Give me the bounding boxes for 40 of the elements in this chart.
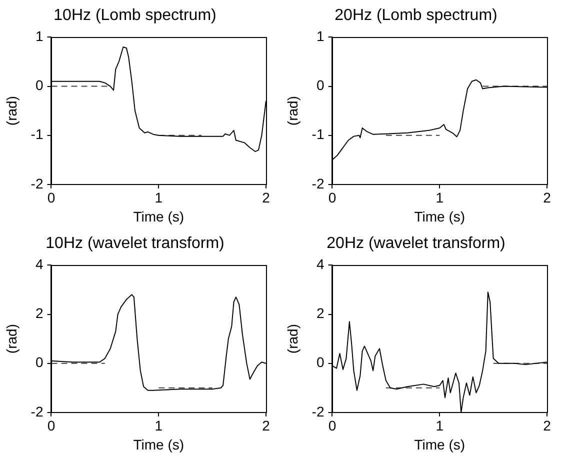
x-tick-label: 2 <box>543 190 552 206</box>
x-tick-label: 0 <box>47 418 56 434</box>
y-tick-label: -2 <box>30 175 44 192</box>
x-axis-title: Time (s) <box>414 436 466 452</box>
x-tick-label: 1 <box>436 418 444 434</box>
y-tick-label: -2 <box>30 403 44 420</box>
chart-title: 10Hz (Lomb spectrum) <box>54 7 216 24</box>
y-tick-label: 1 <box>35 28 44 44</box>
y-tick-label: 0 <box>316 77 324 94</box>
y-tick-label: -2 <box>312 403 324 420</box>
y-tick-label: 1 <box>316 28 324 44</box>
chart-title: 20Hz (Lomb spectrum) <box>334 7 498 24</box>
y-axis-title: (rad) <box>284 96 300 126</box>
x-axis-title: Time (s) <box>414 208 466 224</box>
y-axis-title: (rad) <box>3 324 20 354</box>
x-tick-label: 1 <box>154 190 163 206</box>
y-tick-label: 2 <box>316 305 324 322</box>
chart-title: 20Hz (wavelet transform) <box>326 235 506 252</box>
y-tick-label: -1 <box>30 126 44 142</box>
y-tick-label: -2 <box>312 175 324 192</box>
x-tick-label: 2 <box>543 418 552 434</box>
x-tick-label: 1 <box>154 418 163 434</box>
y-tick-label: 2 <box>35 305 44 322</box>
x-tick-label: 2 <box>262 190 270 206</box>
x-tick-label: 0 <box>47 190 56 206</box>
y-tick-label: -1 <box>312 126 324 142</box>
x-axis-title: Time (s) <box>133 208 184 224</box>
y-tick-label: 4 <box>35 256 44 272</box>
y-tick-label: 4 <box>316 256 324 272</box>
x-tick-label: 2 <box>262 418 270 434</box>
x-tick-label: 0 <box>328 190 336 206</box>
y-tick-label: 0 <box>35 354 44 370</box>
y-axis-title: (rad) <box>3 96 20 126</box>
x-tick-label: 1 <box>436 190 444 206</box>
x-tick-label: 0 <box>328 418 336 434</box>
chart-title: 10Hz (wavelet transform) <box>46 235 224 252</box>
y-axis-title: (rad) <box>284 324 300 354</box>
x-axis-title: Time (s) <box>133 436 184 452</box>
y-tick-label: 0 <box>316 354 324 370</box>
y-tick-label: 0 <box>35 77 44 94</box>
